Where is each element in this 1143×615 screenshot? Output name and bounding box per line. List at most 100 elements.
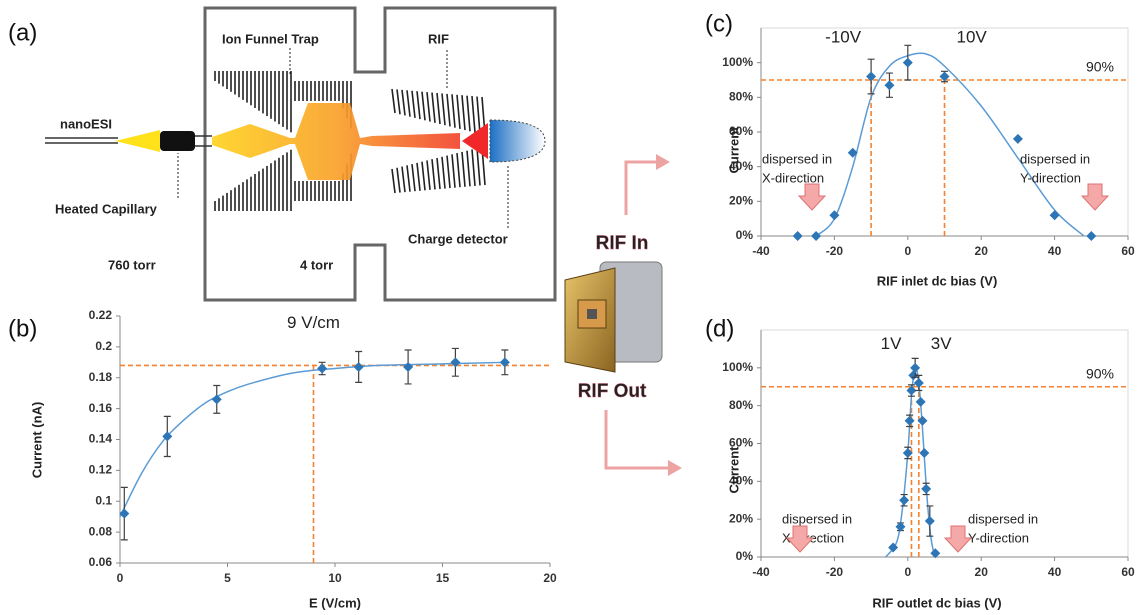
electrode <box>422 92 425 121</box>
y-axis-title: Current <box>726 126 741 174</box>
annotation: dispersed in <box>1020 151 1090 166</box>
annotation: dispersed in <box>762 151 832 166</box>
x-tick-label: 5 <box>224 571 231 585</box>
device: RIF In RIF Out <box>565 154 682 476</box>
data-point <box>119 509 129 519</box>
electrode <box>462 95 465 130</box>
x-tick-label: -40 <box>752 244 770 258</box>
x-tick-label: 20 <box>543 571 557 585</box>
x-axis-title: RIF inlet dc bias (V) <box>877 273 998 288</box>
electrode <box>427 92 430 121</box>
x-tick-label: -40 <box>752 565 770 579</box>
x-tick-label: 20 <box>975 565 989 579</box>
y-tick-label: 0.16 <box>89 401 113 415</box>
electrode <box>457 95 460 129</box>
y-tick-label: 20% <box>729 511 753 525</box>
device-hole <box>587 309 597 319</box>
electrode <box>457 153 460 187</box>
data-point <box>916 397 926 407</box>
annotation-arrow <box>1082 184 1108 210</box>
electrode <box>432 159 435 189</box>
data-point <box>811 231 821 241</box>
electrode <box>452 94 455 127</box>
electrode <box>477 97 480 134</box>
figure: (a) nanoESI Heated Capillary Ion Funnel … <box>0 0 1143 615</box>
x-tick-label: 60 <box>1121 244 1135 258</box>
diagram: (a) nanoESI Heated Capillary Ion Funnel … <box>8 8 555 300</box>
y-tick-label: 0.12 <box>89 463 113 477</box>
data-point <box>921 484 931 494</box>
x-tick-label: 15 <box>436 571 450 585</box>
electrode <box>407 165 410 191</box>
reference-label: 3V <box>931 334 952 353</box>
y-tick-label: 0.2 <box>95 339 112 353</box>
data-point <box>1086 231 1096 241</box>
electrode <box>412 164 415 191</box>
outlet-label: RIF Out <box>578 381 647 402</box>
pressure-label: 760 torr <box>108 257 156 272</box>
electrode <box>407 90 410 116</box>
electrode <box>392 89 395 113</box>
electrode <box>412 91 415 118</box>
electrode <box>402 90 405 116</box>
reference-label: 1V <box>881 334 902 353</box>
annotation: X-direction <box>762 170 824 185</box>
electrode <box>467 151 470 187</box>
electrode <box>447 156 450 189</box>
inlet-label: RIF In <box>596 233 649 254</box>
electrode <box>397 168 400 193</box>
data-point <box>317 363 327 373</box>
electrode <box>472 96 475 132</box>
reference-label: 90% <box>1086 365 1114 381</box>
x-tick-label: 0 <box>904 565 911 579</box>
spray <box>115 130 160 152</box>
panel-label: (c) <box>705 10 733 37</box>
y-tick-label: 0.08 <box>89 524 113 538</box>
data-point <box>899 495 909 505</box>
y-tick-label: 0% <box>736 549 754 563</box>
pressure-label: 4 torr <box>300 257 333 272</box>
annotation: Y-direction <box>1020 170 1081 185</box>
electrode <box>422 162 425 191</box>
data-point <box>354 362 364 372</box>
electrode <box>442 157 445 189</box>
electrode <box>392 169 395 193</box>
capillary-label: Heated Capillary <box>55 201 158 216</box>
electrode <box>467 96 470 132</box>
electrode <box>437 158 440 189</box>
annotation: Y-direction <box>968 530 1029 545</box>
y-tick-label: 0.18 <box>89 370 113 384</box>
x-tick-label: 10 <box>328 571 342 585</box>
reference-label: -10V <box>825 27 862 46</box>
arrow <box>606 410 668 468</box>
y-tick-label: 20% <box>729 194 753 208</box>
data-point <box>919 448 929 458</box>
y-tick-label: 0.06 <box>89 555 113 569</box>
y-axis-title: Current <box>726 446 741 494</box>
x-tick-label: 40 <box>1048 244 1062 258</box>
panel-label: (a) <box>8 19 37 46</box>
reference-label: 10V <box>957 27 988 46</box>
electrode <box>477 148 480 185</box>
x-tick-label: 0 <box>117 571 124 585</box>
annotation-arrow <box>799 184 825 210</box>
x-tick-label: 60 <box>1121 565 1135 579</box>
electrode <box>402 167 405 193</box>
y-tick-label: 0% <box>736 228 754 242</box>
rif-label: RIF <box>428 31 449 46</box>
data-point <box>212 394 222 404</box>
electrode <box>417 91 420 119</box>
source-label: nanoESI <box>60 116 112 131</box>
x-axis-title: E (V/cm) <box>309 595 361 610</box>
electrode <box>472 149 475 185</box>
x-tick-label: 20 <box>975 244 989 258</box>
electrode <box>442 93 445 125</box>
detector <box>490 120 545 162</box>
data-point <box>1050 210 1060 220</box>
electrode <box>452 154 455 187</box>
y-axis-title: Current (nA) <box>29 402 44 479</box>
data-point <box>403 362 413 372</box>
electrode <box>462 152 465 187</box>
annotation: dispersed in <box>968 511 1038 526</box>
x-tick-label: 0 <box>904 244 911 258</box>
